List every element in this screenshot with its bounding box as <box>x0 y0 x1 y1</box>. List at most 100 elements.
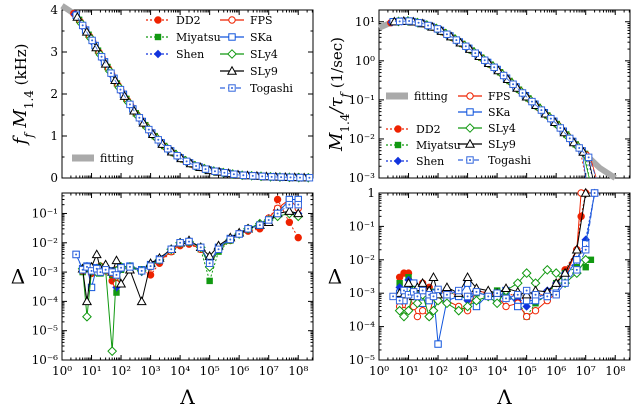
point-togashi-dot <box>179 241 182 244</box>
point-togashi-dot <box>575 268 578 271</box>
legend: DD2 Miyatsu Shen FPS SKa SLy4 SLy9 Togashi <box>146 14 293 95</box>
point-togashi-dot <box>288 203 291 206</box>
point-togashi-dot <box>208 262 211 265</box>
legend-label-sly9: SLy9 <box>250 65 278 78</box>
series-line-dd2 <box>82 198 299 283</box>
point-togashi-dot <box>213 170 216 173</box>
point-ska <box>514 302 522 311</box>
panel-bottom-left: 10⁰ 10¹ 10² 10³ 10⁴ 10⁵ 10⁶ 10⁷ 10⁸ 10⁻⁶ 10⁻⁵ 10⁻⁴ 1… <box>11 192 314 409</box>
point-sly9 <box>559 127 570 137</box>
point-togashi-dot <box>402 289 405 292</box>
point-togashi-dot <box>119 88 122 91</box>
x-tick-label: 10⁴ <box>170 364 190 378</box>
series-togashi <box>72 200 302 279</box>
point-togashi-dot <box>475 290 478 293</box>
point-togashi-dot <box>138 116 141 119</box>
y-tick-label: 10⁻⁴ <box>349 320 376 334</box>
point-sly9 <box>560 267 571 277</box>
point-togashi-dot <box>496 292 499 295</box>
point-togashi-dot <box>111 271 114 274</box>
x-tick-label: 10⁵ <box>517 364 537 378</box>
y-tick-label: 10⁻⁵ <box>32 324 59 338</box>
y-tick-label: 10¹ <box>355 15 375 29</box>
point-togashi-dot <box>242 174 245 177</box>
point-togashi-dot <box>157 138 160 141</box>
point-togashi-dot <box>392 295 395 298</box>
point-togashi-dot <box>464 45 467 48</box>
point-togashi-dot <box>170 248 173 251</box>
y-axis-label: ff M1.4 (kHz) <box>10 44 36 147</box>
point-togashi-dot <box>512 83 515 86</box>
point-togashi-dot <box>81 24 84 27</box>
series-togashi <box>394 17 597 179</box>
point-togashi-dot <box>427 24 430 27</box>
point-togashi-dot <box>530 100 533 103</box>
point-sly9 <box>551 277 562 287</box>
y-tick-label: 10⁻² <box>32 236 59 250</box>
point-togashi-dot <box>525 289 528 292</box>
series-togashi <box>77 17 314 182</box>
point-togashi-dot <box>185 160 188 163</box>
legend-label-ska: SKa <box>488 106 511 119</box>
point-togashi-dot <box>578 146 581 149</box>
legend-marker-fps <box>228 16 236 24</box>
point-togashi-dot <box>412 290 415 293</box>
point-togashi-dot <box>115 273 118 276</box>
point-togashi-dot <box>466 295 469 298</box>
series-togashi <box>389 189 599 305</box>
point-togashi-dot <box>432 295 435 298</box>
x-tick-label: 10⁵ <box>200 364 220 378</box>
point-togashi-dot <box>398 299 401 302</box>
point-togashi-dot <box>247 227 250 230</box>
point-togashi-dot <box>149 265 152 268</box>
x-axis-label: Λ <box>496 385 512 409</box>
point-togashi-dot <box>421 289 424 292</box>
point-togashi-dot <box>487 295 490 298</box>
point-sly4 <box>580 254 591 265</box>
point-togashi-dot <box>407 293 410 296</box>
point-sly9 <box>580 187 591 197</box>
point-togashi-dot <box>540 109 543 112</box>
legend-label-miyatsu: Miyatsu <box>176 31 221 44</box>
y-axis-label: M1.4/τf (1/sec) <box>326 37 352 152</box>
point-fps <box>522 312 531 321</box>
point-sly9 <box>204 250 215 260</box>
point-togashi-dot <box>199 246 202 249</box>
point-sly9 <box>428 272 439 281</box>
y-tick-label: 1 <box>367 186 375 200</box>
panel-bottom-right: 10⁰ 10¹ 10² 10³ 10⁴ 10⁵ 10⁶ 10⁷ 10⁸ 10⁻⁵ 10⁻⁴ 10⁻³ 1… <box>328 186 631 409</box>
panel-top-left: 0 1 2 3 4 DD2 Miyatsu Shen FPS SKa SLy4 SLy9 Togashi… <box>10 3 314 185</box>
point-togashi-dot <box>110 72 113 75</box>
point-togashi-dot <box>261 175 264 178</box>
point-togashi-dot <box>128 265 131 268</box>
y-tick-label: 4 <box>50 3 58 17</box>
point-togashi-dot <box>81 268 84 271</box>
legend-label-dd2: DD2 <box>176 14 201 27</box>
y-tick-label: 0 <box>50 171 58 185</box>
point-togashi-dot <box>408 20 411 23</box>
y-tick-label: 10⁰ <box>355 54 375 68</box>
legend: fitting DD2 Miyatsu Shen FPS SKa SLy4 SLy9 Togas… <box>386 90 531 168</box>
legend-marker-togashi-dot <box>231 87 233 89</box>
y-tick-label: 1 <box>50 129 58 143</box>
point-togashi-dot <box>587 156 590 159</box>
point-miyatsu <box>206 277 213 285</box>
point-togashi-dot <box>276 212 279 215</box>
x-axis-label: Λ <box>179 385 195 409</box>
x-tick-label: 10¹ <box>81 364 101 378</box>
point-togashi-dot <box>546 295 549 298</box>
point-sly4 <box>428 305 439 316</box>
point-fps <box>502 302 510 311</box>
point-togashi-dot <box>140 269 143 272</box>
point-togashi-dot <box>308 176 311 179</box>
point-sly9 <box>136 296 147 306</box>
legend-marker-sly9 <box>226 65 238 75</box>
point-sly9 <box>571 244 582 254</box>
point-sly4 <box>107 346 118 357</box>
legend-marker-ska <box>228 33 236 41</box>
point-sly4 <box>412 298 423 309</box>
point-togashi-dot <box>289 176 292 179</box>
point-sly9 <box>462 272 473 281</box>
point-sly4 <box>394 305 405 316</box>
